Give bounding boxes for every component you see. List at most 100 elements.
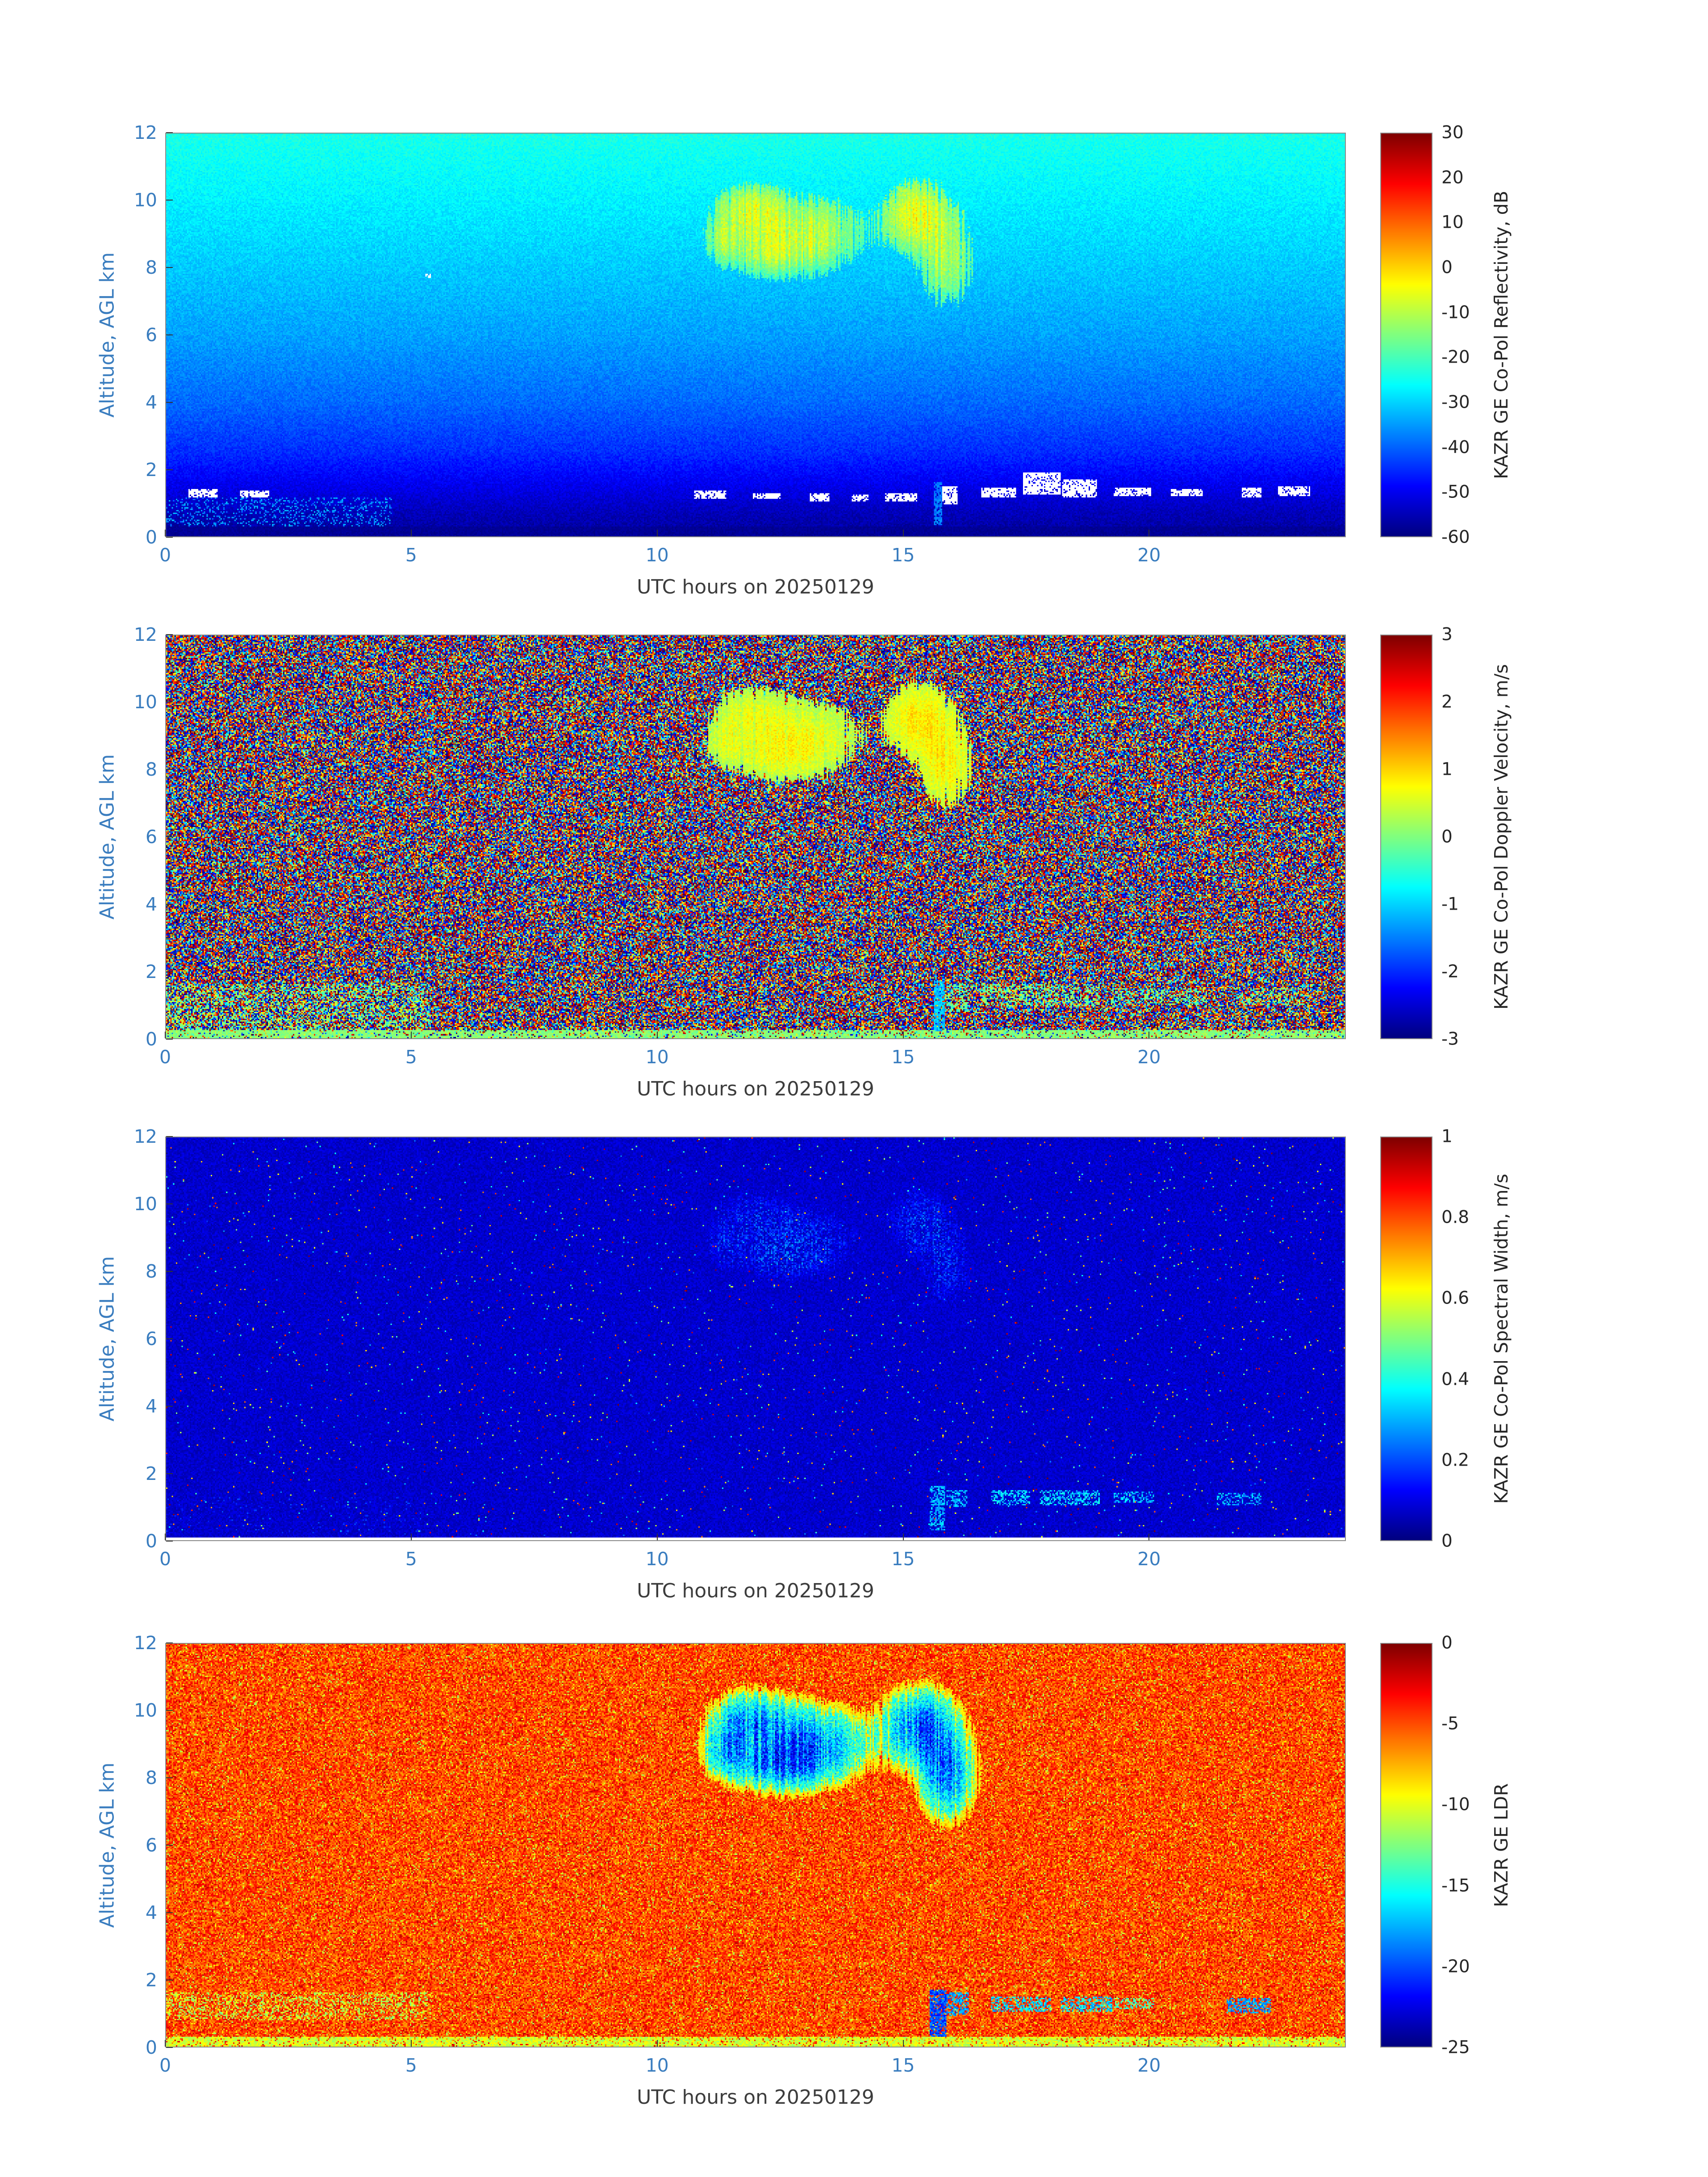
panel-reflectivity: Altitude, AGL km 0 2 4 6 8 10 12 0 5 10 15 20 UTC … bbox=[0, 122, 1708, 635]
x-tick-mark bbox=[1148, 2040, 1150, 2047]
x-tick-label: 5 bbox=[405, 1046, 417, 1068]
y-tick-mark bbox=[166, 1980, 173, 1981]
colorbar-label: KAZR GE LDR bbox=[1491, 1783, 1512, 1907]
colorbar-gradient-canvas bbox=[1381, 134, 1432, 536]
colorbar-tick-label: 30 bbox=[1441, 122, 1464, 143]
panel-spectral-width: Altitude, AGL km 0 2 4 6 8 10 12 0 5 10 15 20 UTC … bbox=[0, 1126, 1708, 1638]
colorbar-tick-label: 0.8 bbox=[1441, 1207, 1470, 1228]
x-tick-mark bbox=[902, 2040, 904, 2047]
x-tick-label: 0 bbox=[159, 1046, 171, 1068]
x-tick-mark bbox=[410, 2040, 412, 2047]
colorbar-ticks: 0 -5 -10 -15 -20 -25 bbox=[1441, 1633, 1531, 2058]
y-tick-label: 12 bbox=[134, 1632, 157, 1654]
x-axis-ticks: 0 5 10 15 20 bbox=[0, 1039, 1708, 1075]
colorbar-label: KAZR GE Co-Pol Doppler Velocity, m/s bbox=[1491, 664, 1512, 1010]
colorbar-tick-label: 0.4 bbox=[1441, 1369, 1470, 1390]
reflectivity-plot-area bbox=[165, 133, 1346, 537]
doppler-velocity-plot-area bbox=[165, 635, 1346, 1039]
y-tick-mark bbox=[166, 1136, 173, 1137]
y-tick-label: 8 bbox=[145, 1261, 157, 1282]
colorbar-label: KAZR GE Co-Pol Spectral Width, m/s bbox=[1491, 1174, 1512, 1504]
y-tick-mark bbox=[166, 334, 173, 335]
y-tick-label: 4 bbox=[145, 392, 157, 413]
y-tick-label: 0 bbox=[145, 1028, 157, 1050]
y-axis-ticks: 0 2 4 6 8 10 12 bbox=[54, 624, 157, 1050]
colorbar-gradient-canvas bbox=[1381, 635, 1432, 1038]
spectral-width-heatmap-canvas bbox=[166, 1137, 1345, 1540]
colorbar-ticks: 3 2 1 0 -1 -2 -3 bbox=[1441, 625, 1531, 1049]
x-tick-mark bbox=[902, 530, 904, 536]
y-tick-mark bbox=[166, 1406, 173, 1407]
y-tick-label: 8 bbox=[145, 257, 157, 278]
y-tick-label: 12 bbox=[134, 1126, 157, 1147]
y-tick-mark bbox=[166, 537, 173, 538]
colorbar-tick-label: -3 bbox=[1441, 1029, 1459, 1049]
x-tick-mark bbox=[656, 530, 658, 536]
colorbar-tick-label: -60 bbox=[1441, 527, 1470, 547]
colorbar-tick-label: 0 bbox=[1441, 1531, 1453, 1551]
colorbar-tick-label: -1 bbox=[1441, 894, 1459, 915]
x-tick-mark bbox=[1148, 530, 1150, 536]
y-tick-label: 12 bbox=[134, 624, 157, 645]
x-tick-label: 0 bbox=[159, 1548, 171, 1570]
reflectivity-colorbar bbox=[1380, 133, 1432, 537]
y-tick-label: 6 bbox=[145, 1834, 157, 1856]
doppler-velocity-colorbar bbox=[1380, 635, 1432, 1039]
x-tick-label: 0 bbox=[159, 2055, 171, 2076]
panel-doppler-velocity: Altitude, AGL km 0 2 4 6 8 10 12 0 5 10 15 20 UTC … bbox=[0, 624, 1708, 1137]
colorbar-tick-label: 0.2 bbox=[1441, 1450, 1470, 1471]
colorbar-tick-label: -20 bbox=[1441, 1956, 1470, 1977]
reflectivity-heatmap-canvas bbox=[166, 134, 1345, 536]
y-tick-label: 8 bbox=[145, 759, 157, 780]
x-axis-ticks: 0 5 10 15 20 bbox=[0, 2047, 1708, 2083]
colorbar-tick-label: 1 bbox=[1441, 759, 1453, 780]
x-tick-mark bbox=[902, 1534, 904, 1540]
x-tick-mark bbox=[410, 1534, 412, 1540]
colorbar-tick-label: -50 bbox=[1441, 482, 1470, 502]
y-axis-ticks: 0 2 4 6 8 10 12 bbox=[54, 1126, 157, 1552]
y-tick-mark bbox=[166, 200, 173, 201]
x-tick-mark bbox=[1148, 1032, 1150, 1038]
y-tick-label: 4 bbox=[145, 1396, 157, 1417]
colorbar-tick-label: -15 bbox=[1441, 1876, 1470, 1896]
y-tick-mark bbox=[166, 2047, 173, 2048]
x-tick-mark bbox=[656, 1534, 658, 1540]
y-tick-label: 2 bbox=[145, 459, 157, 481]
y-tick-mark bbox=[166, 1845, 173, 1846]
x-tick-label: 10 bbox=[645, 1548, 669, 1570]
y-tick-mark bbox=[166, 132, 173, 133]
colorbar-ticks: 1 0.8 0.6 0.4 0.2 0 bbox=[1441, 1127, 1531, 1551]
x-tick-label: 15 bbox=[891, 1046, 915, 1068]
y-tick-mark bbox=[166, 1710, 173, 1711]
y-tick-label: 10 bbox=[134, 189, 157, 211]
y-tick-label: 4 bbox=[145, 1902, 157, 1923]
ldr-heatmap-canvas bbox=[166, 1644, 1345, 2047]
colorbar-tick-label: -5 bbox=[1441, 1713, 1459, 1734]
x-tick-label: 15 bbox=[891, 544, 915, 566]
y-tick-mark bbox=[166, 1203, 173, 1204]
doppler-velocity-heatmap-canvas bbox=[166, 635, 1345, 1038]
x-tick-mark bbox=[902, 1032, 904, 1038]
ldr-colorbar bbox=[1380, 1643, 1432, 2047]
y-tick-label: 2 bbox=[145, 1969, 157, 1991]
y-tick-mark bbox=[166, 267, 173, 268]
y-tick-label: 6 bbox=[145, 826, 157, 848]
x-tick-label: 10 bbox=[645, 2055, 669, 2076]
y-tick-mark bbox=[166, 1777, 173, 1778]
y-tick-label: 10 bbox=[134, 1193, 157, 1215]
y-tick-label: 0 bbox=[145, 526, 157, 548]
spectral-width-colorbar bbox=[1380, 1137, 1432, 1541]
colorbar-gradient-canvas bbox=[1381, 1137, 1432, 1540]
y-tick-mark bbox=[166, 469, 173, 470]
x-tick-label: 0 bbox=[159, 544, 171, 566]
y-tick-mark bbox=[166, 836, 173, 837]
y-tick-mark bbox=[166, 1541, 173, 1542]
colorbar-tick-label: -10 bbox=[1441, 1794, 1470, 1815]
colorbar-ticks: 30 20 10 0 -10 -20 -30 -40 -50 -60 bbox=[1441, 123, 1531, 547]
y-tick-mark bbox=[166, 769, 173, 770]
x-tick-label: 20 bbox=[1137, 2055, 1161, 2076]
colorbar-tick-label: 0 bbox=[1441, 257, 1453, 278]
ldr-plot-area bbox=[165, 1643, 1346, 2047]
y-tick-mark bbox=[166, 1338, 173, 1339]
y-tick-label: 12 bbox=[134, 122, 157, 143]
